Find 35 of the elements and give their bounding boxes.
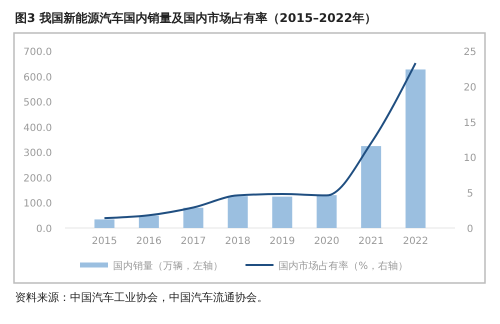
x-tick-label: 2022 bbox=[402, 236, 428, 247]
x-tick-label: 2019 bbox=[269, 236, 295, 247]
bar bbox=[272, 196, 292, 228]
y-tick-label: 0.0 bbox=[36, 224, 52, 235]
legend-label: 国内销量（万辆，左轴） bbox=[113, 260, 223, 272]
bar bbox=[361, 146, 382, 228]
x-tick-label: 2016 bbox=[136, 236, 162, 247]
y-tick-label: 300.0 bbox=[23, 148, 52, 160]
chart-title: 图3 我国新能源汽车国内销量及国内市场占有率（2015–2022年） bbox=[15, 11, 376, 25]
y2-tick-label: 25 bbox=[464, 47, 476, 58]
text: 资料来源：中国汽车工业协会，中国汽车流通协会。 bbox=[15, 291, 268, 304]
bar bbox=[228, 196, 248, 228]
y-tick-label: 200.0 bbox=[23, 173, 52, 184]
y-tick-label: 400.0 bbox=[23, 122, 52, 134]
x-tick-label: 2015 bbox=[92, 236, 118, 247]
y-tick-label: 100.0 bbox=[23, 198, 52, 210]
x-tick-label: 2018 bbox=[225, 236, 251, 247]
y2-tick-label: 10 bbox=[464, 153, 476, 164]
line-series bbox=[103, 62, 417, 220]
x-tick-label: 2020 bbox=[314, 236, 340, 247]
bar bbox=[94, 219, 114, 228]
bar bbox=[316, 195, 337, 228]
bar bbox=[406, 69, 426, 228]
y2-tick-label: 15 bbox=[464, 118, 476, 129]
y-tick-label: 600.0 bbox=[23, 72, 52, 84]
y2-tick-label: 5 bbox=[466, 188, 474, 200]
legend-label: 国内市场占有率（%，右轴） bbox=[278, 260, 408, 272]
x-tick-label: 2021 bbox=[358, 236, 384, 247]
y2-tick-label: 0 bbox=[466, 224, 474, 235]
y-tick-label: 500.0 bbox=[23, 98, 52, 109]
y-tick-label: 700.0 bbox=[23, 47, 52, 58]
x-tick-label: 2017 bbox=[180, 236, 206, 247]
y2-tick-label: 20 bbox=[464, 82, 476, 94]
bar bbox=[183, 208, 204, 228]
bar bbox=[138, 216, 159, 228]
